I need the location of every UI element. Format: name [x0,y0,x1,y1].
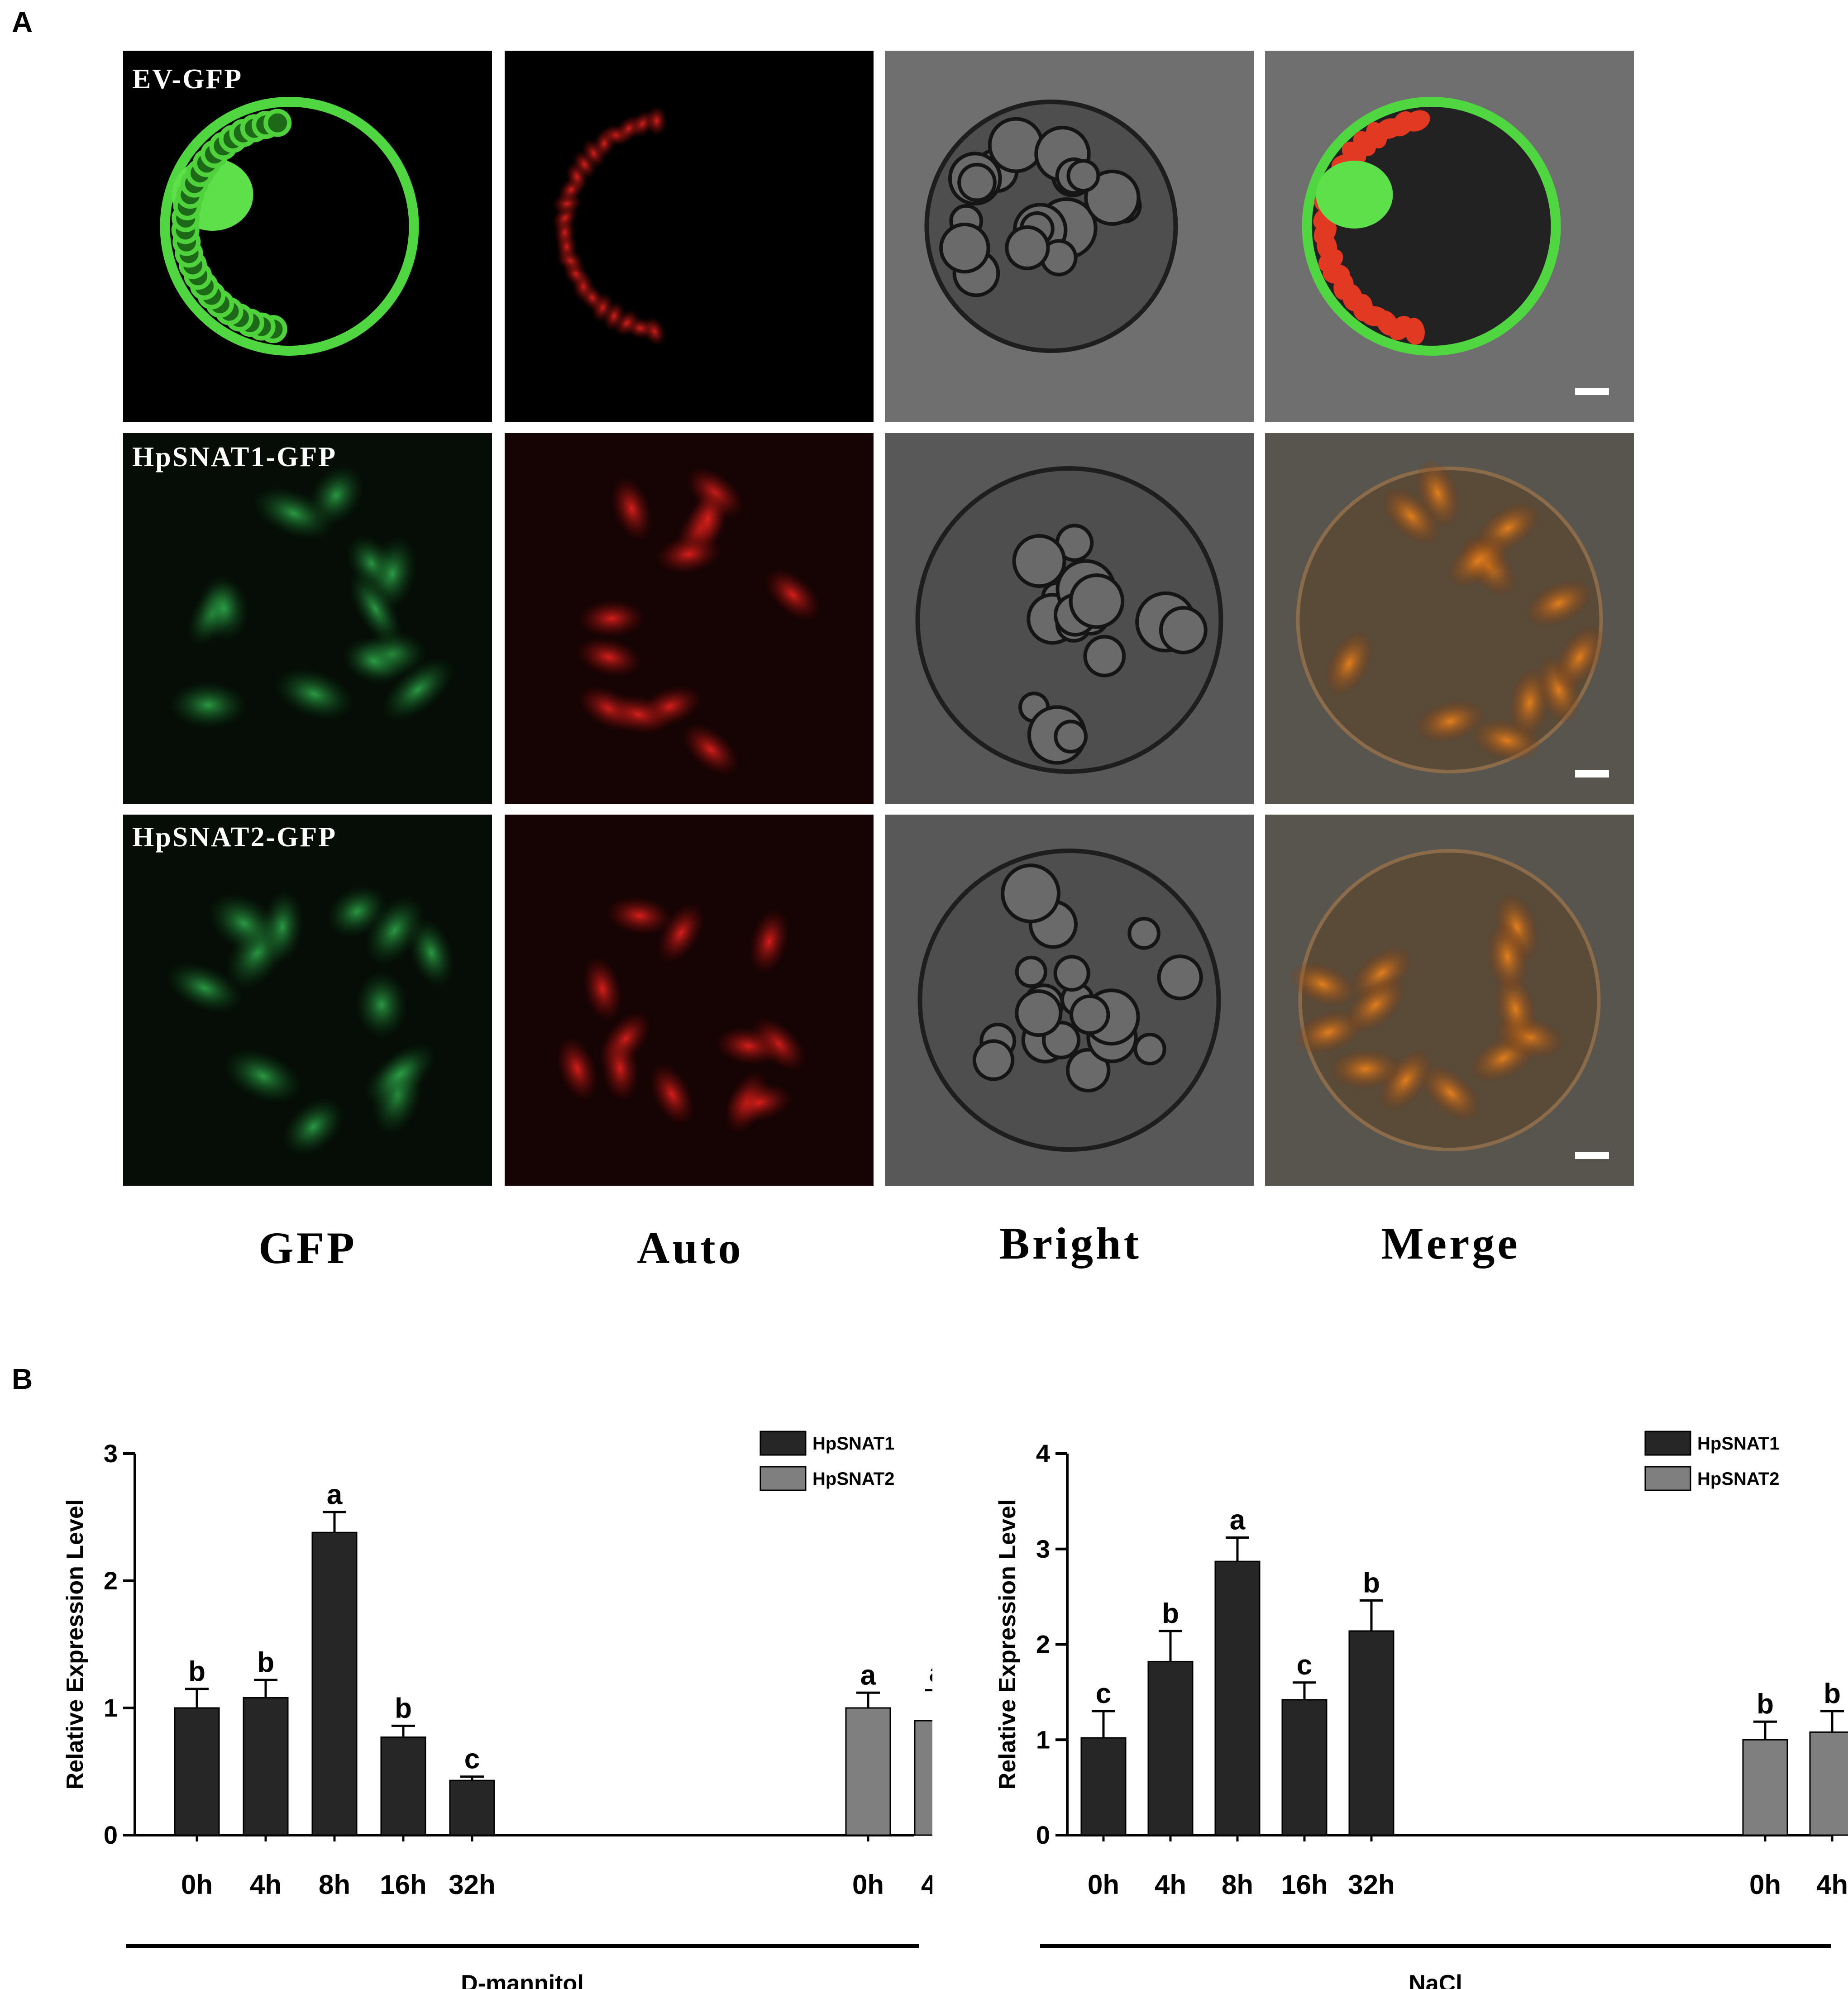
significance-letter: c [464,1744,480,1775]
x-tick-label: 32h [449,1870,495,1900]
significance-letter: a [860,1660,876,1691]
x-tick-label: 0h [181,1870,213,1900]
bar-hpsnat1-8h [311,1531,358,1836]
y-tick-label: 3 [104,1439,118,1468]
panel-b-letter: B [12,1363,33,1395]
y-tick-label: 1 [104,1693,118,1722]
y-tick-label: 0 [104,1821,118,1849]
y-axis-label: Relative Expression Level [62,1499,88,1790]
bar-hpsnat1-8h [1214,1560,1261,1836]
bar-hpsnat1-4h [1147,1660,1194,1836]
bar-hpsnat1-0h [1080,1737,1127,1836]
micrograph-hpsnat1-gfp-merge [1265,433,1634,804]
micrograph-hpsnat1-gfp-auto [505,433,874,804]
panel-a-letter: A [12,6,33,38]
micrograph-ev-gfp-auto [505,51,874,422]
condition-label-nacl: NaCl [1409,1970,1462,1989]
micrograph-ev-gfp-merge [1265,51,1634,422]
x-tick-label: 4h [250,1870,282,1900]
micrograph-hpsnat1-gfp-bright [885,433,1254,804]
significance-letter: b [1363,1568,1380,1599]
nacl-expression-chart: Relative Expression Level 0 1 2 3 4 c 0h b 4h a 8h c… [994,1431,1848,1989]
legend-label-hpsnat2: HpSNAT2 [1697,1469,1779,1489]
bar-hpsnat1-4h [243,1697,289,1836]
legend-swatch-hpsnat1 [1644,1431,1691,1456]
significance-letter: b [1824,1678,1841,1709]
micrograph-ev-gfp-gfp [123,51,492,422]
row-label-hpsnat2-gfp: HpSNAT2-GFP [132,822,337,853]
legend-swatch-hpsnat1 [759,1431,807,1456]
bar-hpsnat2-0h [845,1707,891,1836]
significance-letter: b [257,1647,274,1678]
micrograph-hpsnat2-gfp-gfp [123,815,492,1186]
condition-label-d-mannitol: D-mannitol [461,1970,584,1989]
y-tick-label: 2 [104,1566,118,1595]
x-tick-label: 16h [1281,1870,1328,1900]
micrograph-hpsnat2-gfp-auto [505,815,874,1186]
x-tick-label: 32h [1348,1870,1394,1900]
y-tick-label: 3 [1036,1535,1050,1563]
significance-letter: b [1757,1689,1774,1720]
x-tick-label: 0h [1749,1870,1781,1900]
scale-bar [1575,770,1609,777]
significance-letter: a [1230,1504,1246,1536]
x-tick-label: 4h [1816,1870,1848,1900]
micrograph-hpsnat2-gfp-merge [1265,815,1634,1186]
column-label-merge: Merge [1381,1218,1520,1269]
scale-bar [1575,1152,1609,1159]
y-tick-label: 0 [1036,1821,1050,1849]
x-tick-label: 4h [921,1870,932,1900]
bar-hpsnat2-4h [914,1720,932,1836]
legend-label-hpsnat1: HpSNAT1 [812,1434,894,1454]
x-tick-label: 8h [1222,1870,1253,1900]
significance-letter: b [395,1693,412,1724]
y-tick-label: 2 [1036,1630,1050,1659]
micrograph-ev-gfp-bright [885,51,1254,422]
significance-letter: b [188,1656,205,1687]
x-tick-label: 0h [1088,1870,1119,1900]
column-label-gfp: GFP [258,1223,357,1273]
x-tick-label: 16h [380,1870,426,1900]
row-label-ev-gfp: EV-GFP [132,64,243,95]
bar-hpsnat1-32h [449,1779,495,1836]
bar-hpsnat2-0h [1742,1739,1788,1836]
column-label-bright: Bright [999,1218,1141,1269]
bar-hpsnat1-0h [174,1707,220,1836]
scale-bar [1575,388,1609,395]
row-label-hpsnat1-gfp: HpSNAT1-GFP [132,442,337,472]
y-tick-label: 1 [1036,1725,1050,1754]
y-tick-label: 4 [1036,1439,1050,1468]
x-tick-label: 4h [1155,1870,1186,1900]
micrograph-hpsnat2-gfp-bright [885,815,1254,1186]
legend-label-hpsnat2: HpSNAT2 [812,1469,894,1489]
microscopy-image-grid [123,51,1634,1186]
column-label-auto: Auto [637,1223,744,1273]
significance-letter: c [1096,1678,1111,1709]
d-mannitol-expression-chart: Relative Expression Level 0 1 2 3 b 0h b 4h a 8h b 1… [62,1431,932,1989]
bar-hpsnat1-16h [380,1736,426,1836]
significance-letter: c [1297,1650,1312,1681]
bar-hpsnat2-4h [1809,1731,1848,1836]
legend-label-hpsnat1: HpSNAT1 [1697,1434,1779,1454]
x-tick-label: 8h [319,1870,350,1900]
legend-swatch-hpsnat2 [759,1466,807,1491]
significance-letter: b [1162,1598,1179,1629]
bar-hpsnat1-32h [1348,1630,1394,1836]
x-tick-label: 0h [852,1870,884,1900]
legend-swatch-hpsnat2 [1644,1466,1691,1491]
significance-letter: a [929,1657,932,1689]
bar-hpsnat1-16h [1281,1699,1328,1836]
y-axis-label: Relative Expression Level [994,1499,1021,1790]
significance-letter: a [327,1479,343,1510]
micrograph-hpsnat1-gfp-gfp [123,433,492,804]
